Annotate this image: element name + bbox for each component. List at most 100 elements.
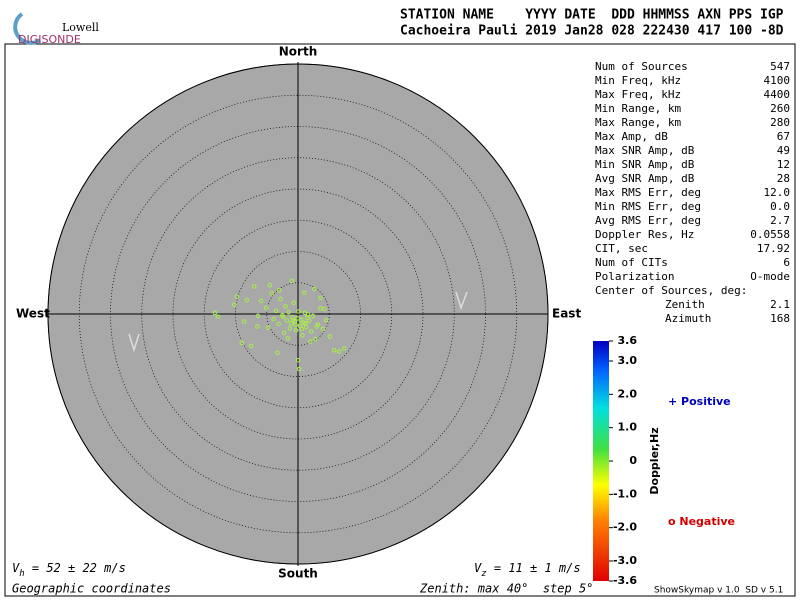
source-point	[301, 290, 307, 296]
stat-label: Avg SNR Amp, dB	[595, 172, 695, 185]
colorbar-label: Doppler,Hz	[648, 427, 661, 494]
source-point	[299, 326, 305, 332]
stat-label: Max Range, km	[595, 116, 681, 129]
footer: ShowSkymap v 1.0 SD v 5.1	[654, 586, 783, 596]
stat-value: 12	[777, 158, 790, 171]
source-point	[336, 349, 342, 354]
source-point	[212, 310, 218, 316]
source-point	[285, 336, 291, 341]
source-point	[280, 314, 286, 319]
stat-value: 0.0558	[750, 228, 790, 241]
stat-label: Min Freq, kHz	[595, 74, 681, 87]
source-point	[286, 309, 291, 315]
stat-value: 547	[770, 60, 790, 73]
stat-value: 4400	[764, 88, 791, 101]
source-point	[255, 313, 261, 319]
source-point	[275, 350, 280, 356]
stat-value: 6	[783, 256, 790, 269]
frame	[4, 43, 796, 597]
stat-value: 12.0	[764, 186, 791, 199]
stat-label: Doppler Res, Hz	[595, 228, 694, 241]
vh-label: Vh = 52 ± 22 m/s	[12, 561, 126, 579]
center-label: Center of Sources, deg:	[595, 284, 747, 297]
colorbar-tick-label: -1.0	[613, 487, 637, 500]
logo-top: Lowell	[62, 21, 99, 34]
colorbar-tick-label: -2.0	[613, 521, 637, 534]
stat-label: Num of CITs	[595, 256, 668, 269]
source-point	[283, 304, 288, 309]
source-point	[231, 302, 237, 307]
source-point	[308, 339, 313, 344]
legend-negative: o Negative	[668, 515, 735, 528]
source-point	[296, 366, 302, 372]
source-point	[281, 330, 287, 336]
stat-value: 2.7	[770, 214, 790, 227]
direction-east: East	[552, 307, 581, 321]
source-point	[278, 296, 283, 302]
legend-positive: + Positive	[668, 395, 731, 408]
source-point	[300, 332, 305, 338]
source-point	[290, 317, 296, 323]
source-point	[271, 316, 276, 322]
stat-value: 49	[777, 144, 790, 157]
direction-west: West	[16, 307, 50, 321]
source-point	[269, 291, 275, 296]
stat-value: O-mode	[750, 270, 790, 283]
polar-plot	[47, 62, 549, 566]
source-point	[241, 319, 247, 324]
header-columns: STATION NAME YYYY DATE DDD HHMMSS AXN PP…	[400, 8, 784, 23]
source-point	[320, 326, 326, 332]
colorbar-tick-label: -3.0	[613, 554, 637, 567]
stat-value: 260	[770, 102, 790, 115]
center-row-value: 2.1	[770, 298, 790, 311]
center-row-label: Azimuth	[665, 312, 711, 325]
stat-label: Polarization	[595, 270, 674, 283]
stat-value: 17.92	[757, 242, 790, 255]
vh-symbol: V	[12, 561, 20, 575]
source-point	[314, 324, 320, 329]
colorbar-tick-label: 0	[629, 454, 637, 467]
stat-label: Min SNR Amp, dB	[595, 158, 695, 171]
stat-value: 67	[777, 130, 790, 143]
vh-rest: = 52 ± 22 m/s	[25, 561, 126, 575]
stat-label: Min Range, km	[595, 102, 681, 115]
source-point	[323, 317, 329, 323]
colorbar-tick-label: 3.0	[618, 354, 638, 367]
colorbar-tick-label: 1.0	[618, 421, 638, 434]
vh-sub: h	[19, 569, 24, 579]
source-point	[327, 334, 333, 339]
source-point	[310, 313, 316, 319]
source-point	[251, 284, 257, 289]
direction-north: North	[279, 45, 317, 59]
stat-label: Max Amp, dB	[595, 130, 668, 143]
logo-arc	[13, 12, 42, 45]
center-row-label: Zenith	[665, 298, 705, 311]
source-point	[341, 346, 347, 351]
source-point	[276, 287, 282, 293]
source-point	[298, 317, 304, 322]
source-point	[258, 298, 264, 304]
direction-south: South	[278, 567, 318, 581]
vz-rest: = 11 ± 1 m/s	[487, 561, 581, 575]
vz-symbol: V	[474, 561, 482, 575]
source-point	[255, 324, 260, 329]
colorbar-tick-label: 2.0	[618, 387, 638, 400]
source-point	[306, 318, 312, 324]
source-point	[295, 357, 301, 363]
stat-label: Max Freq, kHz	[595, 88, 681, 101]
source-point	[311, 286, 317, 292]
source-point	[248, 343, 254, 349]
colorbar	[593, 341, 609, 581]
source-point	[308, 329, 314, 334]
stat-label: Num of Sources	[595, 60, 688, 73]
source-point	[291, 300, 296, 306]
vz-sub: z	[481, 569, 486, 579]
stat-value: 4100	[764, 74, 791, 87]
source-point	[244, 297, 250, 303]
stat-label: Min RMS Err, deg	[595, 200, 701, 213]
stat-label: CIT, sec	[595, 242, 648, 255]
source-point	[293, 322, 298, 327]
stat-value: 28	[777, 172, 790, 185]
stat-label: Max RMS Err, deg	[595, 186, 701, 199]
